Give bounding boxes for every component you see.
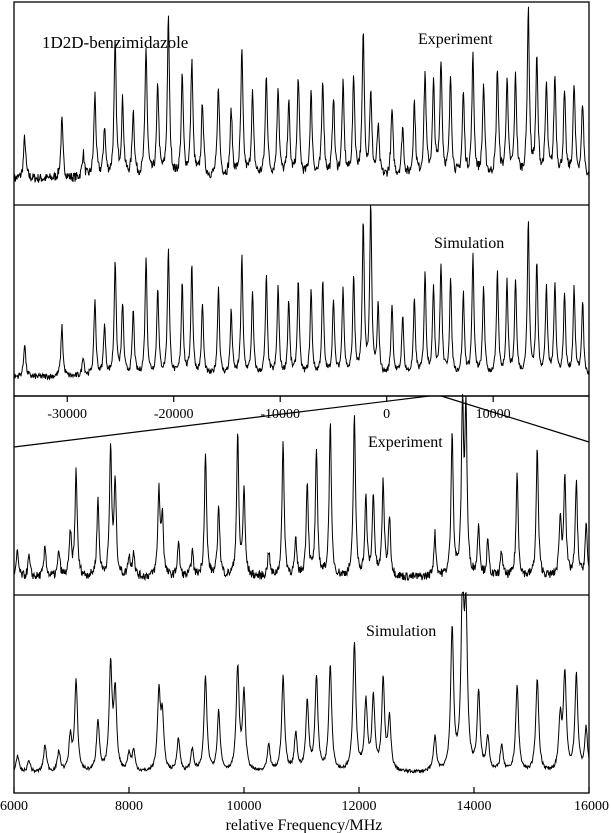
detail-experiment-trace	[13, 394, 590, 582]
detail-x-tick-label: 12000	[342, 799, 377, 814]
detail-x-axis: 6000 8000 10000 12000 14000 16000	[0, 787, 609, 814]
overview-x-tick-label: -30000	[47, 407, 87, 422]
detail-x-tick-label: 14000	[457, 799, 492, 814]
overview-experiment-trace	[13, 6, 590, 184]
detail-x-tick-label: 16000	[574, 799, 609, 814]
overview-simulation-trace	[13, 204, 590, 381]
overview-x-tick-label: -20000	[154, 407, 194, 422]
zoom-connector-left	[13, 395, 430, 448]
overview-x-tick-label: 10000	[476, 407, 511, 422]
overview-x-tick-label: 0	[383, 407, 390, 422]
overview-x-axis: -30000-20000-10000010000	[47, 396, 511, 422]
overview-simulation-label: Simulation	[434, 235, 504, 252]
detail-x-tick-label: 10000	[227, 799, 262, 814]
detail-x-tick-label: 8000	[115, 799, 143, 814]
detail-x-tick-label: 6000	[0, 799, 28, 814]
detail-experiment-label: Experiment	[368, 434, 443, 451]
detail-simulation-label: Simulation	[366, 623, 436, 640]
detail-simulation-trace	[14, 591, 590, 774]
compound-title: 1D2D-benzimidazole	[42, 33, 188, 52]
overview-experiment-label: Experiment	[418, 31, 493, 48]
detail-chart: Experiment Simulation 6000 8000 10000 12000…	[0, 394, 609, 833]
x-axis-title: relative Frequency/MHz	[226, 817, 383, 833]
